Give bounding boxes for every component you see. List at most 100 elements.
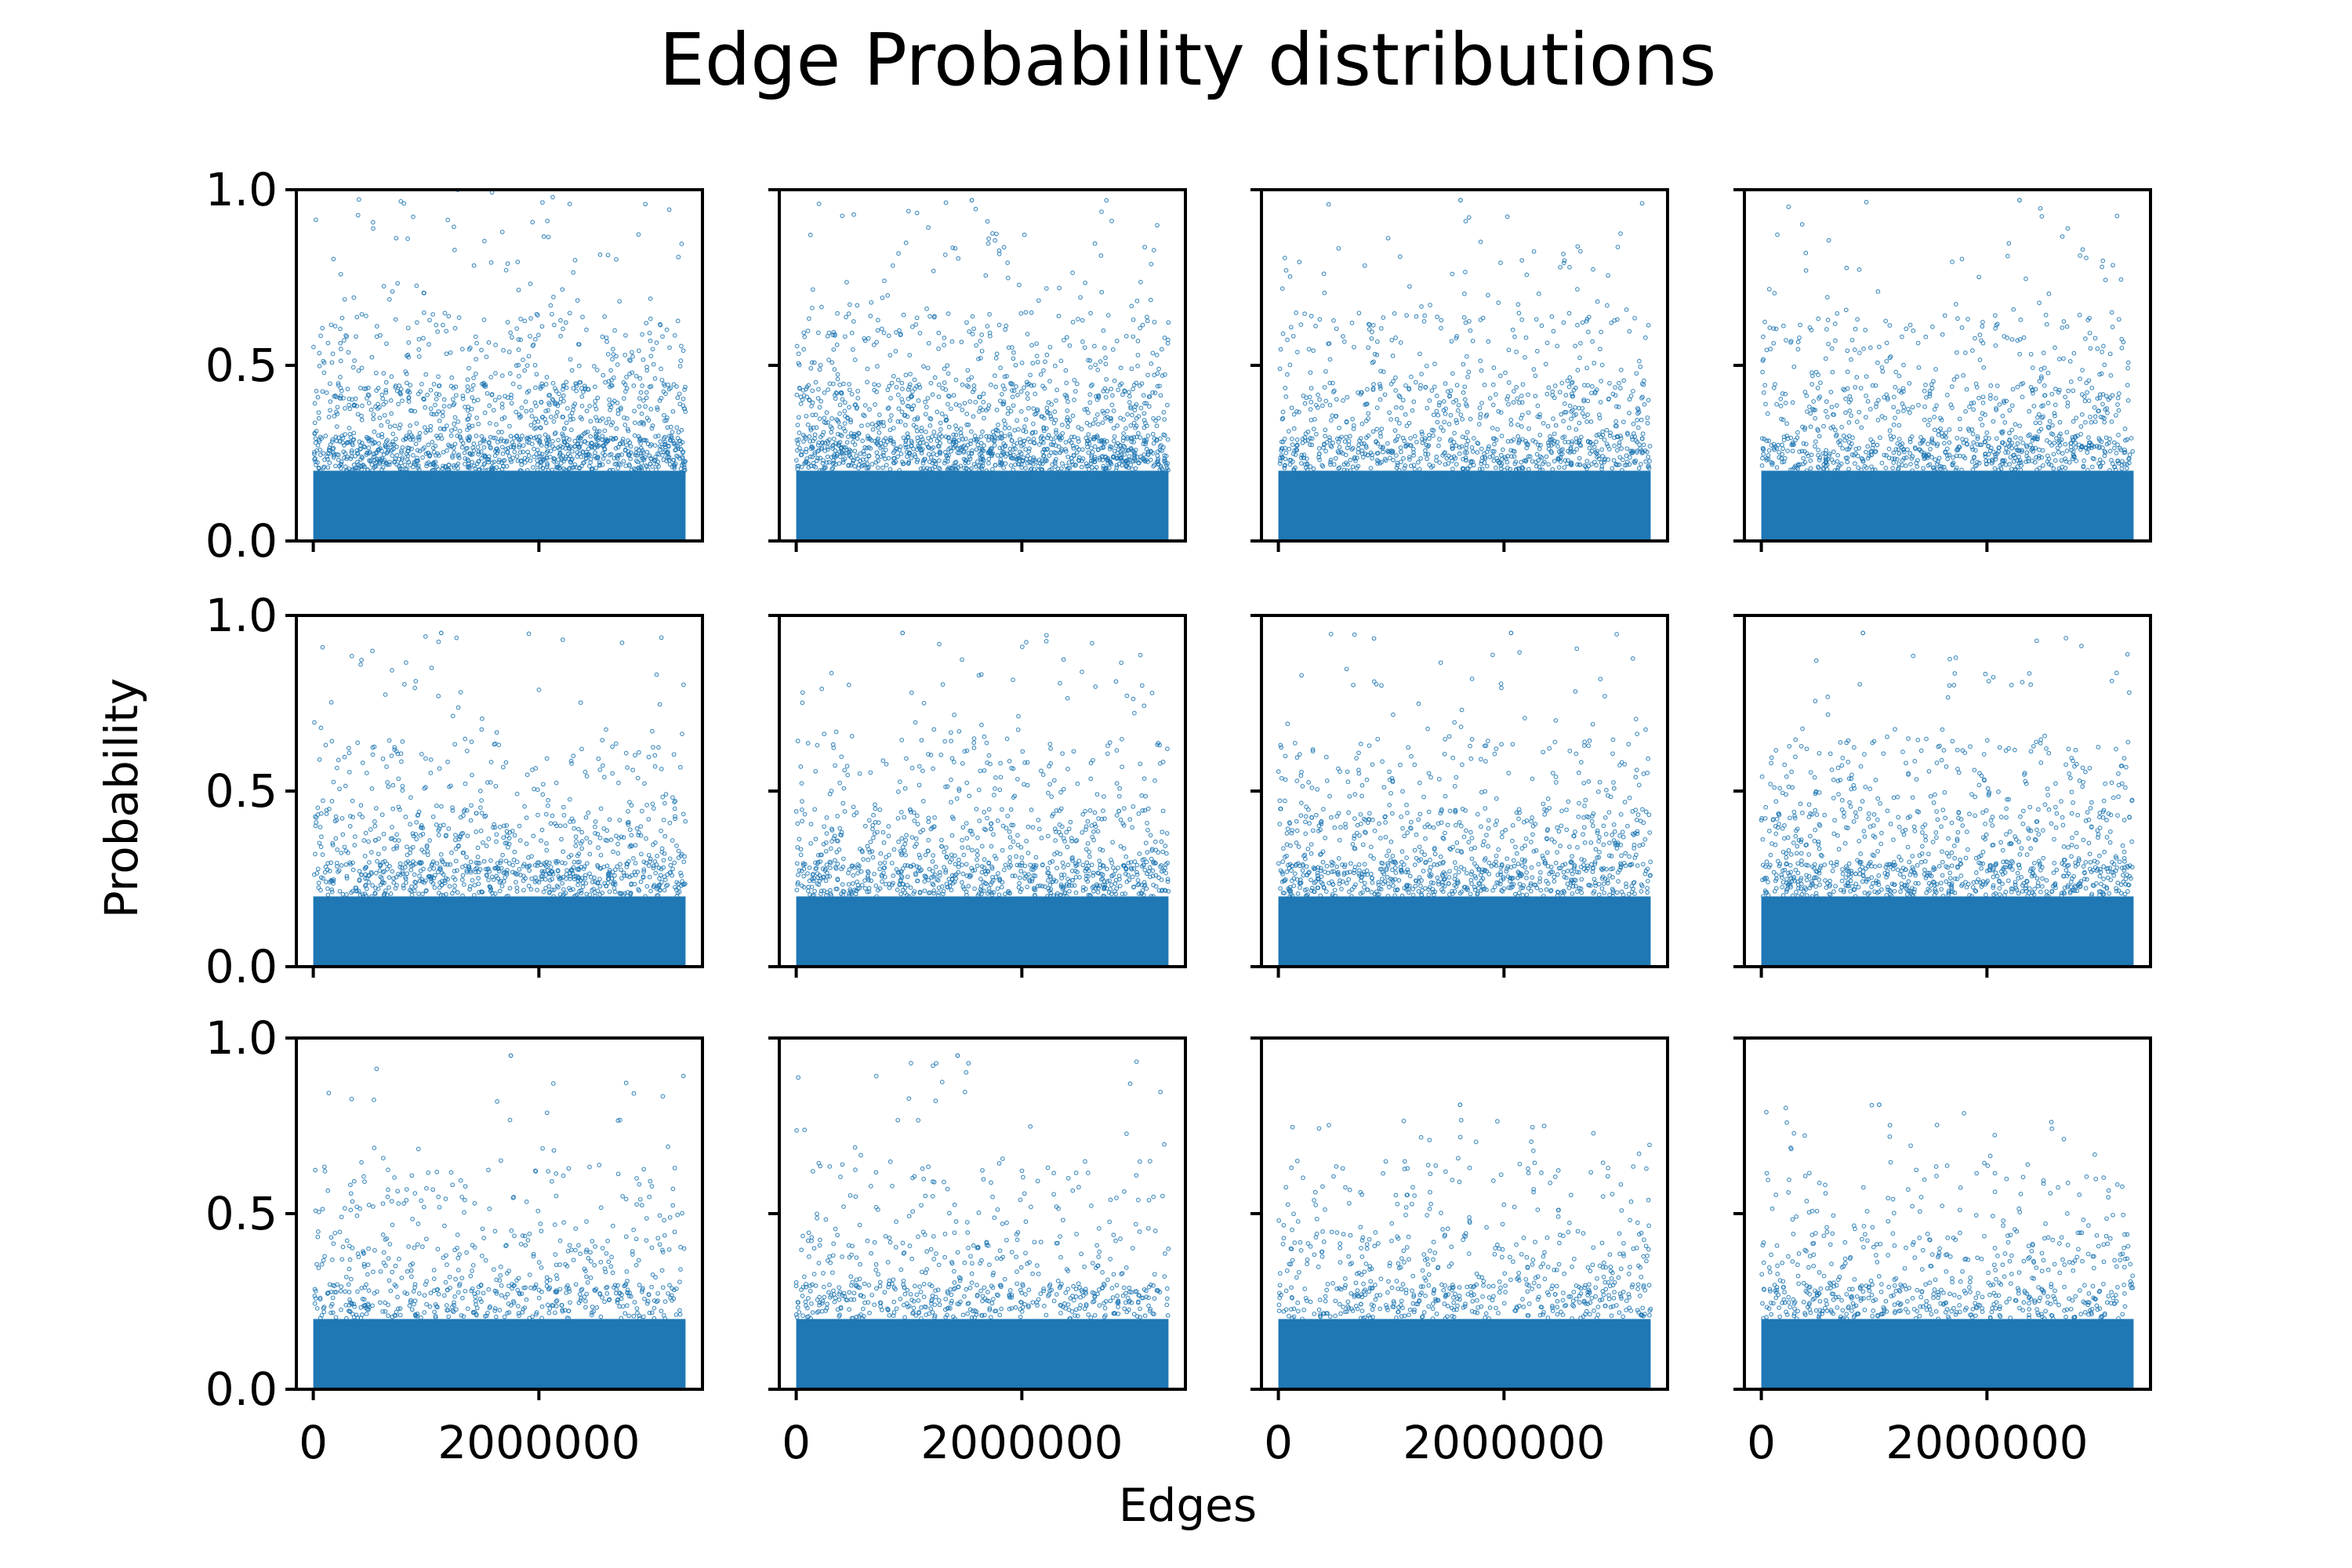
- data-point: [441, 397, 447, 402]
- data-point: [2030, 388, 2035, 394]
- data-point: [1128, 463, 1134, 467]
- data-point: [1379, 459, 1385, 465]
- data-point: [1476, 422, 1482, 426]
- data-point: [1901, 449, 1907, 455]
- data-point: [1951, 377, 1957, 382]
- data-point: [1297, 260, 1302, 265]
- data-point: [411, 437, 416, 442]
- data-point: [422, 425, 427, 430]
- data-point: [838, 432, 843, 437]
- data-point: [1142, 411, 1147, 416]
- data-point: [1636, 409, 1642, 415]
- data-point: [1030, 462, 1036, 466]
- data-point: [1291, 468, 1297, 474]
- data-point: [1404, 313, 1409, 318]
- data-point: [524, 408, 529, 414]
- data-point: [837, 411, 842, 416]
- data-point: [923, 399, 927, 405]
- data-point: [2087, 316, 2092, 321]
- data-point: [855, 396, 861, 401]
- data-point: [806, 383, 811, 388]
- data-point: [1979, 442, 1984, 448]
- data-point: [833, 333, 837, 338]
- data-point: [948, 445, 953, 451]
- data-point: [335, 405, 340, 410]
- data-point: [970, 314, 975, 319]
- data-point: [872, 382, 877, 387]
- data-point: [624, 416, 630, 421]
- data-point: [1132, 451, 1138, 456]
- data-point: [841, 381, 846, 387]
- data-point: [390, 431, 396, 437]
- data-point: [1305, 437, 1311, 443]
- data-point: [1844, 447, 1849, 452]
- data-point: [837, 424, 842, 430]
- data-point: [1446, 422, 1452, 426]
- data-point: [1526, 454, 1531, 459]
- data-point: [1342, 439, 1348, 445]
- data-point: [1959, 256, 1965, 262]
- data-point: [1379, 426, 1385, 431]
- data-point: [463, 456, 468, 461]
- data-point: [435, 451, 441, 456]
- data-point: [1294, 310, 1299, 315]
- data-point: [1462, 397, 1468, 402]
- data-point: [966, 384, 971, 390]
- data-point: [336, 457, 341, 463]
- data-point: [1463, 320, 1468, 325]
- data-point: [650, 347, 655, 352]
- data-point: [328, 381, 332, 387]
- data-point: [2107, 468, 2112, 473]
- data-point: [2116, 317, 2122, 322]
- data-point: [665, 416, 670, 420]
- data-point: [1374, 339, 1380, 344]
- data-point: [1816, 448, 1821, 452]
- data-point: [343, 333, 348, 338]
- data-point: [1585, 329, 1591, 335]
- data-point: [2115, 442, 2120, 448]
- data-point: [1277, 461, 1283, 466]
- data-point: [614, 426, 619, 431]
- data-point: [1308, 407, 1313, 412]
- data-point: [579, 394, 585, 399]
- data-point: [351, 437, 357, 442]
- data-point: [1498, 410, 1504, 415]
- data-point: [381, 371, 387, 376]
- data-point: [985, 324, 990, 328]
- data-point: [826, 420, 831, 425]
- data-point: [627, 358, 632, 362]
- data-point: [962, 401, 967, 406]
- data-point: [544, 375, 550, 379]
- data-point: [486, 340, 492, 345]
- data-point: [2020, 394, 2025, 400]
- data-point: [1907, 451, 1913, 456]
- data-point: [1103, 355, 1108, 361]
- data-point: [354, 334, 358, 339]
- data-point: [887, 383, 892, 389]
- data-point: [835, 376, 840, 382]
- data-point: [1563, 401, 1567, 406]
- data-point: [546, 442, 552, 447]
- data-point: [405, 325, 411, 331]
- data-point: [2125, 398, 2131, 403]
- data-point: [633, 452, 638, 458]
- data-point: [906, 434, 911, 439]
- data-point: [335, 412, 340, 416]
- data-point: [1323, 434, 1328, 439]
- data-point: [613, 446, 619, 451]
- data-point: [2016, 460, 2022, 466]
- data-point: [1883, 466, 1889, 470]
- max-data-point: [456, 190, 460, 192]
- data-point: [1624, 446, 1630, 451]
- data-point: [1514, 350, 1519, 354]
- data-point: [1423, 452, 1428, 457]
- data-point: [1149, 262, 1154, 267]
- data-point: [528, 281, 533, 286]
- data-point: [1531, 249, 1537, 254]
- data-point: [454, 463, 459, 468]
- data-point: [1434, 458, 1439, 463]
- data-point: [1014, 418, 1019, 423]
- data-point: [985, 406, 991, 412]
- data-point: [975, 442, 981, 448]
- data-point: [1463, 270, 1468, 274]
